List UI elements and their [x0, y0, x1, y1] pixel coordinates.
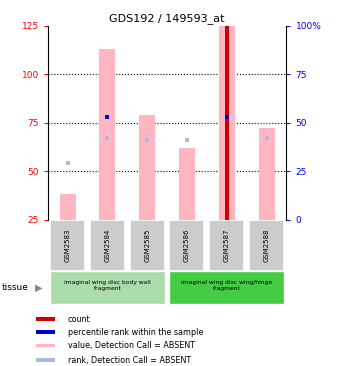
- Text: count: count: [68, 315, 90, 324]
- Bar: [130, 220, 165, 271]
- Point: [145, 137, 150, 143]
- Bar: [258, 128, 275, 220]
- Bar: [225, 26, 229, 220]
- Text: GSM2585: GSM2585: [144, 228, 150, 262]
- Bar: [209, 220, 244, 271]
- Bar: [36, 358, 55, 362]
- Bar: [36, 317, 55, 321]
- Text: ▶: ▶: [35, 282, 43, 292]
- Point: [224, 114, 229, 120]
- Point: [105, 135, 110, 141]
- Text: GSM2587: GSM2587: [224, 228, 230, 262]
- Point: [65, 160, 70, 166]
- Point: [224, 127, 229, 133]
- Text: imaginal wing disc body wall
fragment: imaginal wing disc body wall fragment: [64, 280, 151, 291]
- Text: imaginal wing disc wing/hinge
fragment: imaginal wing disc wing/hinge fragment: [181, 280, 272, 291]
- Bar: [36, 330, 55, 334]
- Bar: [50, 220, 85, 271]
- Text: percentile rank within the sample: percentile rank within the sample: [68, 328, 203, 336]
- Point: [264, 135, 269, 141]
- Bar: [169, 220, 205, 271]
- Bar: [169, 271, 284, 304]
- Title: GDS192 / 149593_at: GDS192 / 149593_at: [109, 14, 225, 25]
- Text: tissue: tissue: [2, 283, 29, 292]
- Bar: [179, 148, 195, 220]
- Bar: [100, 49, 115, 220]
- Bar: [249, 220, 284, 271]
- Bar: [219, 26, 235, 220]
- Point: [184, 137, 190, 143]
- Point: [105, 114, 110, 120]
- Bar: [139, 115, 155, 220]
- Text: GSM2586: GSM2586: [184, 228, 190, 262]
- Text: value, Detection Call = ABSENT: value, Detection Call = ABSENT: [68, 341, 195, 350]
- Bar: [60, 194, 76, 220]
- Text: GSM2584: GSM2584: [104, 228, 110, 262]
- Bar: [36, 344, 55, 347]
- Bar: [90, 220, 125, 271]
- Text: rank, Detection Call = ABSENT: rank, Detection Call = ABSENT: [68, 356, 191, 365]
- Text: GSM2583: GSM2583: [65, 228, 71, 262]
- Bar: [50, 271, 165, 304]
- Text: GSM2588: GSM2588: [264, 228, 269, 262]
